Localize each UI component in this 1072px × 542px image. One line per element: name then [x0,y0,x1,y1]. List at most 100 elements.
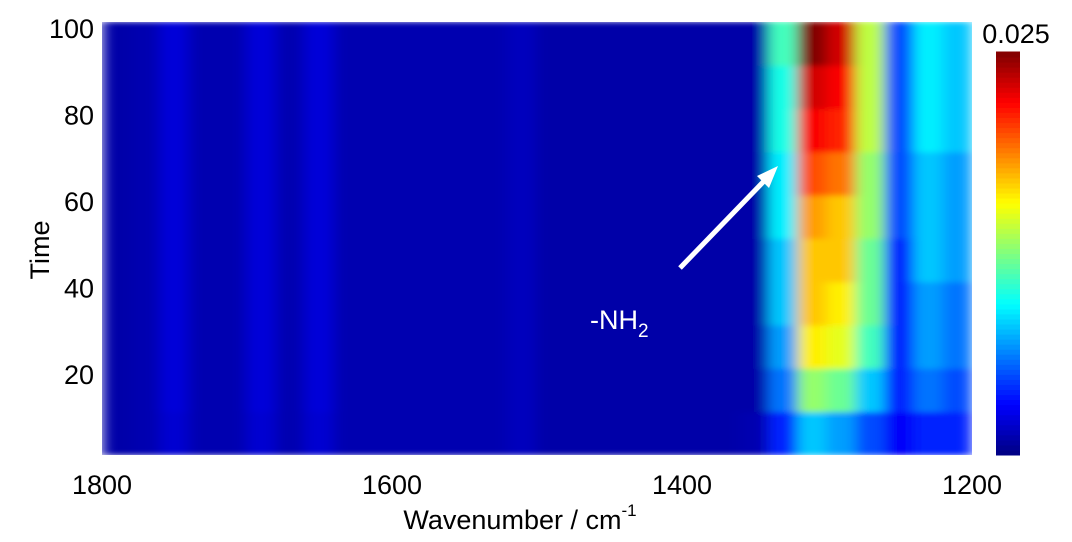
heatmap-cell [884,22,915,66]
heatmap-cell [681,367,712,413]
colorbar-swatch [996,207,1020,214]
heatmap-cell [159,238,190,283]
colorbar-swatch [996,51,1020,58]
heatmap-cell [362,238,393,283]
colorbar-swatch [996,263,1020,270]
heatmap-cell [739,367,770,413]
heatmap-cell [536,238,567,283]
heatmap-cell [710,108,741,153]
heatmap-cell [217,194,248,239]
heatmap-cell [681,108,712,153]
heatmap-cell [362,108,393,153]
heatmap-cell [536,411,567,455]
heatmap-cell [739,281,770,326]
heatmap-cell [826,281,857,326]
heatmap-cell [797,108,828,153]
heatmap-cell [797,281,828,326]
heatmap-cell [536,324,567,369]
heatmap-cell [275,367,306,413]
colorbar-swatch [996,333,1020,340]
heatmap-cell [275,151,306,196]
colorbar-swatch [996,434,1020,441]
heatmap-cell [275,194,306,239]
heatmap-cell [768,108,799,153]
heatmap-cell [826,22,857,66]
heatmap-cell [855,22,886,66]
colorbar-swatch [996,66,1020,73]
heatmap-cell [420,411,451,455]
heatmap-cell [710,411,741,455]
colorbar-swatch [996,56,1020,63]
heatmap-cell [797,411,828,455]
heatmap-cell [217,324,248,369]
heatmap-cell [797,64,828,110]
heatmap-cell [246,324,277,369]
colorbar-swatch [996,111,1020,118]
colorbar-swatch [996,444,1020,451]
heatmap-cell [826,367,857,413]
heatmap-cell [275,411,306,455]
heatmap-cell [130,108,161,153]
heatmap-cell [246,108,277,153]
heatmap-cell [942,281,972,326]
y-tick-label: 20 [64,360,94,390]
heatmap-cell [565,411,596,455]
heatmap-cell [102,281,132,326]
heatmap-cell [159,22,190,66]
heatmap-cell [710,367,741,413]
heatmap-cell [594,64,625,110]
heatmap-cell [913,367,944,413]
x-tick-label: 1400 [652,470,712,500]
heatmap-cell [884,324,915,369]
colorbar-swatch [996,132,1020,139]
heatmap-cell [739,238,770,283]
heatmap-cell [420,367,451,413]
colorbar-swatch [996,237,1020,244]
heatmap-cell [797,151,828,196]
heatmap-cell [478,324,509,369]
heatmap-cell [652,151,683,196]
heatmap-cell [130,64,161,110]
heatmap-cell [652,22,683,66]
heatmap-cell [507,151,538,196]
heatmap-cell [855,281,886,326]
heatmap-cell [304,22,335,66]
colorbar-swatch [996,242,1020,249]
heatmap-cell [304,151,335,196]
heatmap-cell [188,151,219,196]
heatmap-cell [478,411,509,455]
heatmap-cell [623,22,654,66]
axes: 1800 1600 1400 1200 20 40 60 80 100 0.025 [49,14,1050,500]
heatmap-cell [304,64,335,110]
colorbar-swatch [996,419,1020,426]
x-tick-label: 1600 [362,470,422,500]
heatmap-cell [623,64,654,110]
heatmap-cell [362,22,393,66]
heatmap-cell [333,22,364,66]
heatmap-cell [391,281,422,326]
colorbar-swatch [996,101,1020,108]
y-tick-label: 100 [49,14,94,44]
heatmap-cell [826,194,857,239]
heatmap-cell [246,64,277,110]
annotation-arrowhead [757,166,778,188]
heatmap-cell [102,64,132,110]
heatmap-cell [130,411,161,455]
heatmap-cell [478,22,509,66]
heatmap-cell [623,281,654,326]
heatmap-cell [739,22,770,66]
colorbar-swatch [996,348,1020,355]
heatmap-cell [102,108,132,153]
colorbar-swatch [996,253,1020,260]
heatmap-cell [507,22,538,66]
colorbar-swatch [996,328,1020,335]
heatmap-cell [623,238,654,283]
colorbar-swatch [996,227,1020,234]
colorbar-swatch [996,414,1020,421]
colorbar-swatch [996,96,1020,103]
colorbar-swatch [996,353,1020,360]
heatmap-cell [159,151,190,196]
heatmap-cell [246,151,277,196]
heatmap-cell [304,411,335,455]
heatmap-cell [913,108,944,153]
